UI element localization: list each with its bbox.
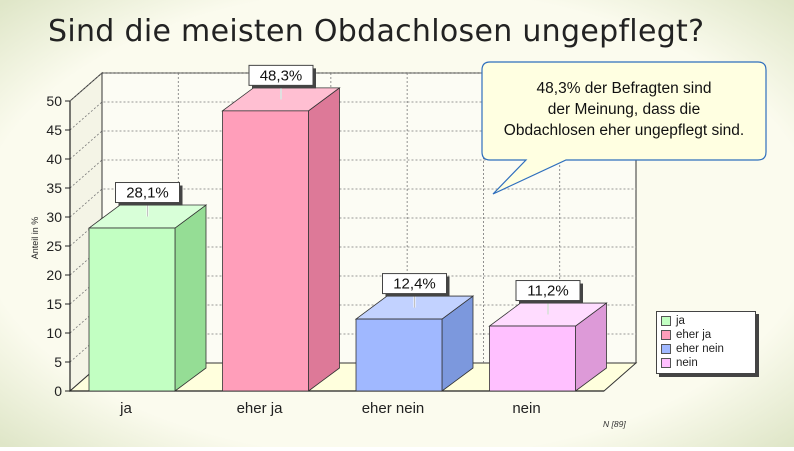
chart-title: Sind die meisten Obdachlosen ungepflegt? <box>48 14 705 49</box>
sample-size-note: N [89] <box>603 419 626 429</box>
bar-front-face <box>222 110 309 392</box>
y-tick-label: 25 <box>46 238 62 254</box>
y-tick-label: 40 <box>46 151 62 167</box>
bar-eher-ja <box>221 87 341 392</box>
legend-item-nein: nein <box>661 356 751 370</box>
x-tick-label: nein <box>512 400 540 417</box>
bar-front-face <box>355 318 443 392</box>
bar-nein <box>488 302 608 392</box>
y-axis-label: Anteil in % <box>30 217 40 260</box>
data-label: 12,4% <box>393 276 436 293</box>
chart-legend: ja eher ja eher nein nein <box>656 311 756 374</box>
legend-label: eher nein <box>676 343 724 355</box>
bar-side-face <box>174 204 207 392</box>
legend-swatch <box>661 344 671 354</box>
data-label: 48,3% <box>260 67 303 84</box>
x-tick-label: ja <box>119 400 132 417</box>
y-tick-label: 5 <box>54 354 62 370</box>
callout-annotation: 48,3% der Befragten sind der Meinung, da… <box>483 78 765 141</box>
y-tick-label: 10 <box>46 325 62 341</box>
data-label-box <box>115 182 180 204</box>
legend-item-eher-nein: eher nein <box>661 342 751 356</box>
legend-label: ja <box>676 315 685 327</box>
data-label: 28,1% <box>126 185 169 202</box>
legend-swatch <box>661 358 671 368</box>
bar-eher-nein <box>354 295 475 392</box>
bar-front-face <box>88 227 176 392</box>
data-label-box <box>382 273 447 295</box>
y-tick-label: 15 <box>46 296 62 312</box>
y-tick-label: 0 <box>54 383 62 399</box>
legend-swatch <box>661 316 671 326</box>
data-label-box <box>515 280 581 302</box>
bar-ja <box>87 204 208 392</box>
legend-label: eher ja <box>676 329 712 341</box>
bar-front-face <box>489 325 576 392</box>
callout-bubble <box>481 61 767 195</box>
y-tick-label: 30 <box>46 209 62 225</box>
x-tick-label: eher nein <box>362 400 425 417</box>
legend-swatch <box>661 330 671 340</box>
y-tick-label: 45 <box>46 122 62 138</box>
legend-label: nein <box>676 357 698 369</box>
y-tick-label: 20 <box>46 267 62 283</box>
callout-line: der Meinung, dass die <box>547 101 701 118</box>
y-tick-label: 35 <box>46 180 62 196</box>
callout-line: 48,3% der Befragten sind <box>536 80 712 97</box>
callout-line: Obdachlosen eher ungepflegt sind. <box>503 122 745 139</box>
x-tick-label: eher ja <box>237 400 284 417</box>
legend-item-eher-ja: eher ja <box>661 328 751 342</box>
bar-side-face <box>308 87 340 392</box>
y-tick-label: 50 <box>46 93 62 109</box>
data-label-box <box>248 64 314 86</box>
legend-item-ja: ja <box>661 314 751 328</box>
data-label: 11,2% <box>527 283 568 300</box>
